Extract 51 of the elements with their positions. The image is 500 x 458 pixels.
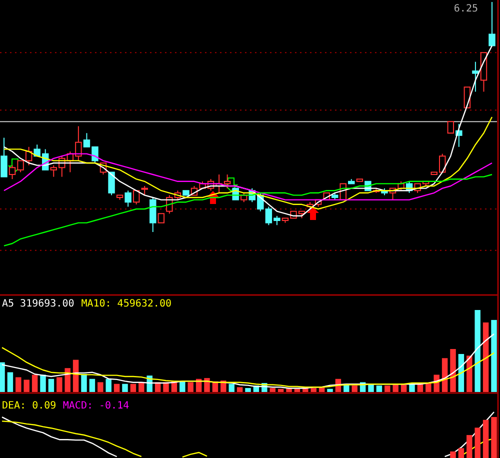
bar (32, 374, 38, 392)
bar (40, 374, 46, 392)
bar (450, 349, 456, 392)
bar (130, 384, 136, 392)
bar (188, 382, 194, 392)
bar (114, 384, 120, 392)
bar (98, 382, 104, 392)
bar (474, 428, 480, 458)
bar (278, 388, 284, 392)
bar (458, 448, 464, 458)
bar (180, 381, 186, 392)
bar (392, 384, 398, 392)
text: MACD: -0.14 (62, 400, 130, 412)
bar (466, 356, 472, 392)
annotation: 6.25 (454, 4, 478, 15)
bar (310, 388, 316, 392)
bar (204, 378, 210, 392)
bar (482, 420, 489, 458)
bar (466, 435, 472, 458)
bar (122, 384, 128, 392)
bar (352, 386, 358, 392)
bar (16, 377, 22, 392)
bar (327, 388, 333, 392)
candlestick (472, 61, 479, 92)
bar (228, 384, 234, 392)
bar (384, 386, 390, 392)
bar (270, 388, 276, 392)
bar (81, 374, 87, 392)
bar (106, 378, 112, 392)
bar (294, 388, 300, 392)
bar (491, 417, 497, 458)
bar (56, 377, 62, 392)
bar (89, 378, 96, 392)
bar (48, 378, 54, 392)
bar (491, 320, 497, 392)
bar (236, 387, 243, 392)
text: MA10: 459632.00 (81, 298, 172, 310)
text: A5 319693.00 (2, 298, 74, 310)
bar (220, 380, 226, 392)
bar (245, 388, 251, 392)
bar (474, 310, 480, 392)
bar (376, 386, 382, 392)
bar (426, 383, 432, 392)
bar (138, 382, 144, 392)
bar (482, 322, 489, 392)
bar (400, 384, 407, 392)
series-label: DEA: 0.09 (2, 400, 56, 412)
bar (0, 362, 5, 392)
bar (450, 451, 456, 458)
bar (24, 380, 30, 392)
bar (7, 372, 14, 392)
